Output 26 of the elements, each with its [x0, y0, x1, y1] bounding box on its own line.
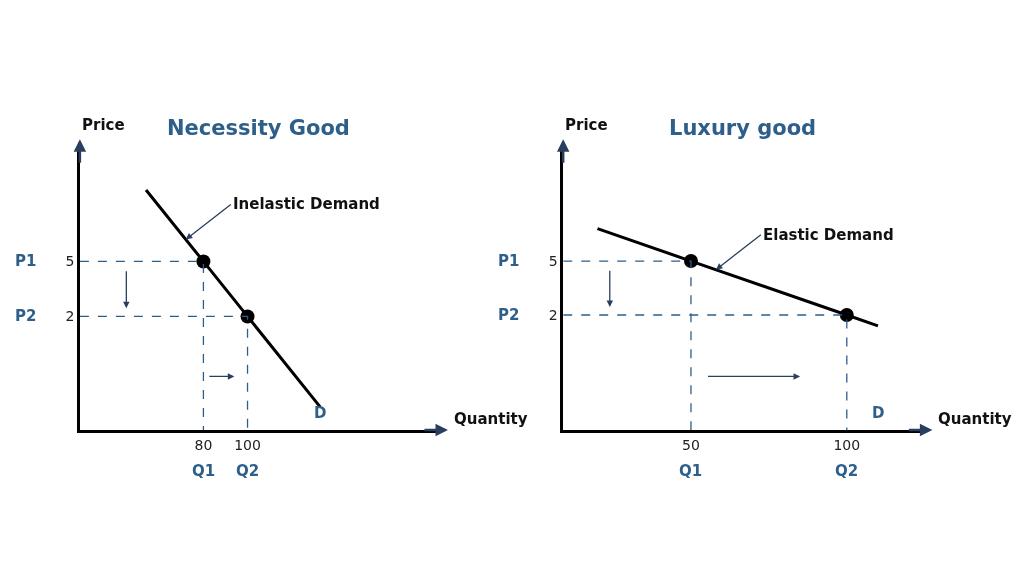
chart-title: Luxury good — [669, 116, 817, 140]
y-axis-title: Price — [565, 116, 608, 134]
x-axis-title: Quantity — [454, 410, 528, 428]
y-tick-label: 5 — [548, 252, 558, 269]
annotation: Q1 — [679, 462, 703, 480]
annotation: P1 — [498, 252, 520, 270]
x-tick-label: 100 — [234, 436, 261, 453]
x-axis-title: Quantity — [938, 410, 1012, 428]
y-axis-title: Price — [82, 116, 125, 134]
annotation: Elastic Demand — [763, 226, 894, 244]
annotation: Q2 — [835, 462, 859, 480]
series-label: D — [314, 404, 327, 422]
x-tick-label: 80 — [194, 436, 213, 453]
x-tick-label: 100 — [833, 436, 861, 453]
annotation: Q1 — [192, 462, 216, 480]
chart-title: Necessity Good — [167, 116, 350, 140]
text: D — [872, 404, 885, 422]
annotation: Q2 — [236, 462, 260, 480]
annotation: Inelastic Demand — [233, 195, 380, 213]
y-tick-label: 2 — [65, 308, 75, 325]
y-tick-label: 5 — [65, 253, 75, 270]
annotation: P1 — [15, 252, 37, 270]
annotation: P2 — [498, 306, 520, 324]
annotation: P2 — [15, 307, 37, 325]
x-tick-label: 50 — [682, 436, 700, 453]
y-tick-label: 2 — [548, 306, 558, 323]
